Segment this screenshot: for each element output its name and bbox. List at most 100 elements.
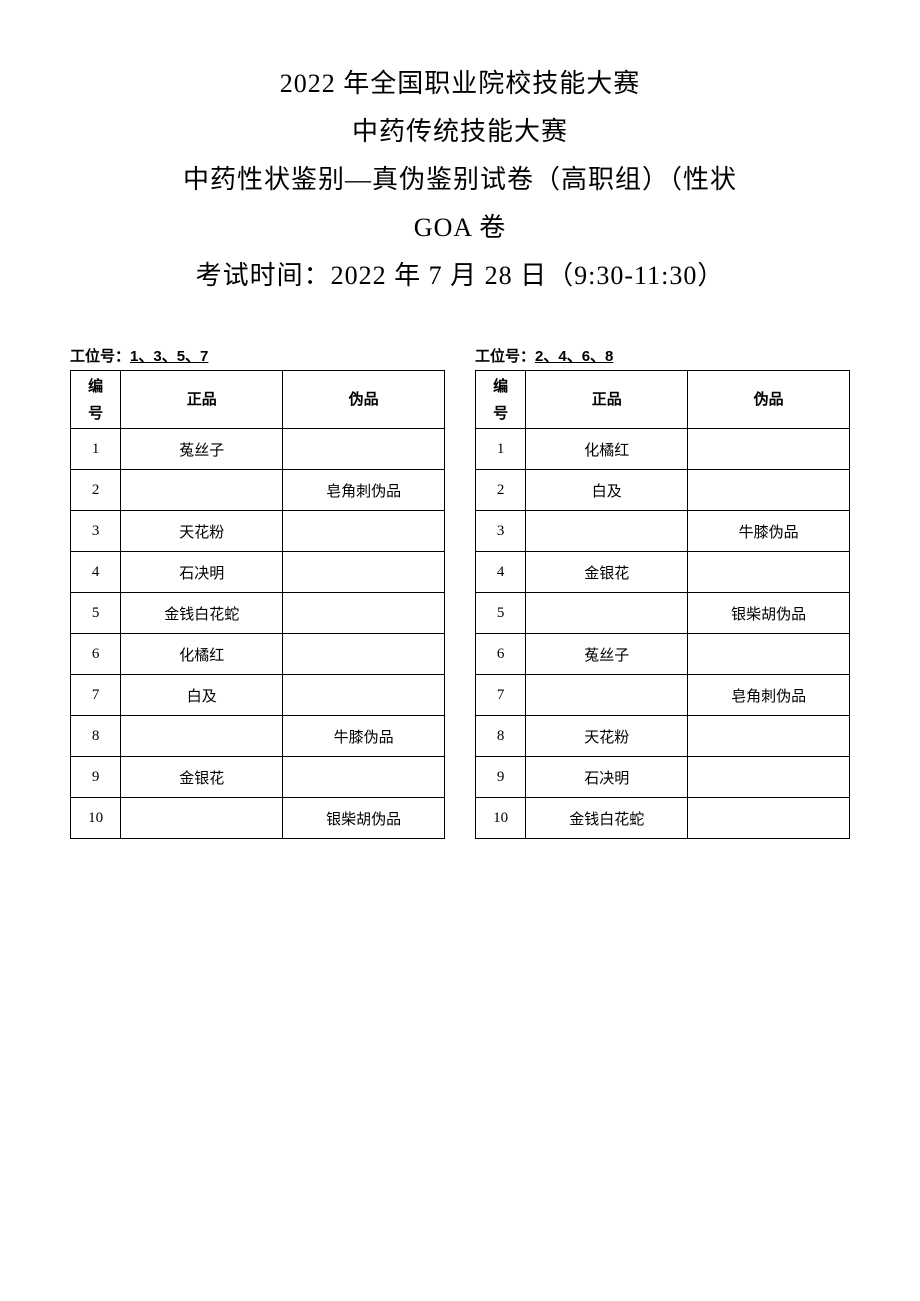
cell-fake — [688, 757, 850, 798]
cell-fake — [283, 634, 445, 675]
left-table-body: 1菟丝子2皂角刺伪品3天花粉4石决明5金钱白花蛇6化橘红7白及8牛膝伪品9金银花… — [71, 429, 445, 839]
table-row: 1菟丝子 — [71, 429, 445, 470]
col-header-fake: 伪品 — [283, 371, 445, 429]
cell-number: 7 — [71, 675, 121, 716]
table-row: 9金银花 — [71, 757, 445, 798]
cell-fake: 牛膝伪品 — [688, 511, 850, 552]
cell-genuine: 化橘红 — [121, 634, 283, 675]
cell-fake: 皂角刺伪品 — [283, 470, 445, 511]
right-station-label: 工位号：2、4、6、8 — [475, 345, 850, 366]
table-row: 8 牛膝伪品 — [71, 716, 445, 757]
table-row: 3天花粉 — [71, 511, 445, 552]
table-row: 3 牛膝伪品 — [476, 511, 850, 552]
cell-number: 8 — [71, 716, 121, 757]
cell-number: 5 — [71, 593, 121, 634]
title-line-2: 中药传统技能大赛 — [70, 108, 850, 156]
title-block: 2022 年全国职业院校技能大赛 中药传统技能大赛 中药性状鉴别—真伪鉴别试卷（… — [70, 60, 850, 300]
cell-genuine — [121, 798, 283, 839]
cell-genuine: 金银花 — [121, 757, 283, 798]
table-row: 4石决明 — [71, 552, 445, 593]
right-table-section: 工位号：2、4、6、8 编号 正品 伪品 1化橘红2白及3牛膝伪品4金银花5银柴… — [475, 345, 850, 839]
table-row: 5 银柴胡伪品 — [476, 593, 850, 634]
cell-genuine: 金钱白花蛇 — [526, 798, 688, 839]
left-table-section: 工位号：1、3、5、7 编号 正品 伪品 1菟丝子2 皂角刺伪品3天花粉4石决明5… — [70, 345, 445, 839]
cell-number: 9 — [71, 757, 121, 798]
col-header-genuine: 正品 — [121, 371, 283, 429]
cell-genuine: 天花粉 — [526, 716, 688, 757]
table-row: 1化橘红 — [476, 429, 850, 470]
title-line-3: 中药性状鉴别—真伪鉴别试卷（高职组）（性状 — [70, 156, 850, 204]
cell-number: 6 — [476, 634, 526, 675]
table-row: 6化橘红 — [71, 634, 445, 675]
table-row: 9石决明 — [476, 757, 850, 798]
table-row: 10金钱白花蛇 — [476, 798, 850, 839]
cell-fake — [283, 429, 445, 470]
cell-genuine — [121, 716, 283, 757]
cell-genuine: 金银花 — [526, 552, 688, 593]
cell-number: 10 — [476, 798, 526, 839]
cell-number: 9 — [476, 757, 526, 798]
tables-container: 工位号：1、3、5、7 编号 正品 伪品 1菟丝子2皂角刺伪品3天花粉4石决明5… — [70, 345, 850, 839]
cell-number: 7 — [476, 675, 526, 716]
cell-number: 3 — [476, 511, 526, 552]
cell-number: 1 — [476, 429, 526, 470]
cell-fake — [688, 634, 850, 675]
left-table: 编号 正品 伪品 1菟丝子2 皂角刺伪品3天花粉4石决明5金钱白花蛇6化橘红7白及… — [70, 370, 445, 839]
right-table-body: 1化橘红2白及3牛膝伪品4金银花5银柴胡伪品6菟丝子7皂角刺伪品8天花粉9石决明… — [476, 429, 850, 839]
cell-fake — [283, 593, 445, 634]
cell-number: 4 — [476, 552, 526, 593]
station-prefix: 工位号： — [70, 348, 130, 365]
cell-fake: 银柴胡伪品 — [688, 593, 850, 634]
cell-genuine: 石决明 — [121, 552, 283, 593]
station-prefix: 工位号： — [475, 348, 535, 365]
left-station-label: 工位号：1、3、5、7 — [70, 345, 445, 366]
cell-number: 2 — [71, 470, 121, 511]
cell-genuine — [526, 511, 688, 552]
cell-number: 8 — [476, 716, 526, 757]
cell-fake — [283, 675, 445, 716]
table-row: 10银柴胡伪品 — [71, 798, 445, 839]
table-row: 7白及 — [71, 675, 445, 716]
cell-fake — [688, 798, 850, 839]
right-station-ids: 2、4、6、8 — [535, 348, 613, 365]
cell-genuine: 金钱白花蛇 — [121, 593, 283, 634]
cell-number: 6 — [71, 634, 121, 675]
cell-fake — [283, 757, 445, 798]
col-header-number: 编号 — [476, 371, 526, 429]
table-row: 2 皂角刺伪品 — [71, 470, 445, 511]
title-line-5: 考试时间：2022 年 7 月 28 日（9:30-11:30） — [70, 252, 850, 300]
cell-genuine — [526, 593, 688, 634]
table-row: 8天花粉 — [476, 716, 850, 757]
cell-fake — [688, 716, 850, 757]
table-header-row: 编号 正品 伪品 — [476, 371, 850, 429]
cell-genuine: 化橘红 — [526, 429, 688, 470]
cell-genuine: 菟丝子 — [526, 634, 688, 675]
title-line-4: GOA 卷 — [70, 204, 850, 252]
col-header-number: 编号 — [71, 371, 121, 429]
right-table: 编号 正品 伪品 1化橘红2白及3牛膝伪品4金银花5银柴胡伪品6菟丝子7皂角刺伪… — [475, 370, 850, 839]
cell-fake — [283, 552, 445, 593]
table-row: 2白及 — [476, 470, 850, 511]
cell-number: 2 — [476, 470, 526, 511]
table-row: 7 皂角刺伪品 — [476, 675, 850, 716]
cell-number: 5 — [476, 593, 526, 634]
table-row: 6菟丝子 — [476, 634, 850, 675]
col-header-fake: 伪品 — [688, 371, 850, 429]
cell-fake — [688, 429, 850, 470]
cell-genuine: 白及 — [121, 675, 283, 716]
title-line-1: 2022 年全国职业院校技能大赛 — [70, 60, 850, 108]
table-row: 4金银花 — [476, 552, 850, 593]
cell-number: 4 — [71, 552, 121, 593]
cell-genuine: 天花粉 — [121, 511, 283, 552]
cell-genuine — [526, 675, 688, 716]
cell-fake — [688, 552, 850, 593]
col-header-genuine: 正品 — [526, 371, 688, 429]
cell-fake — [283, 511, 445, 552]
cell-genuine: 白及 — [526, 470, 688, 511]
cell-fake: 银柴胡伪品 — [283, 798, 445, 839]
cell-fake: 皂角刺伪品 — [688, 675, 850, 716]
cell-genuine: 石决明 — [526, 757, 688, 798]
cell-genuine: 菟丝子 — [121, 429, 283, 470]
table-row: 5金钱白花蛇 — [71, 593, 445, 634]
cell-fake: 牛膝伪品 — [283, 716, 445, 757]
